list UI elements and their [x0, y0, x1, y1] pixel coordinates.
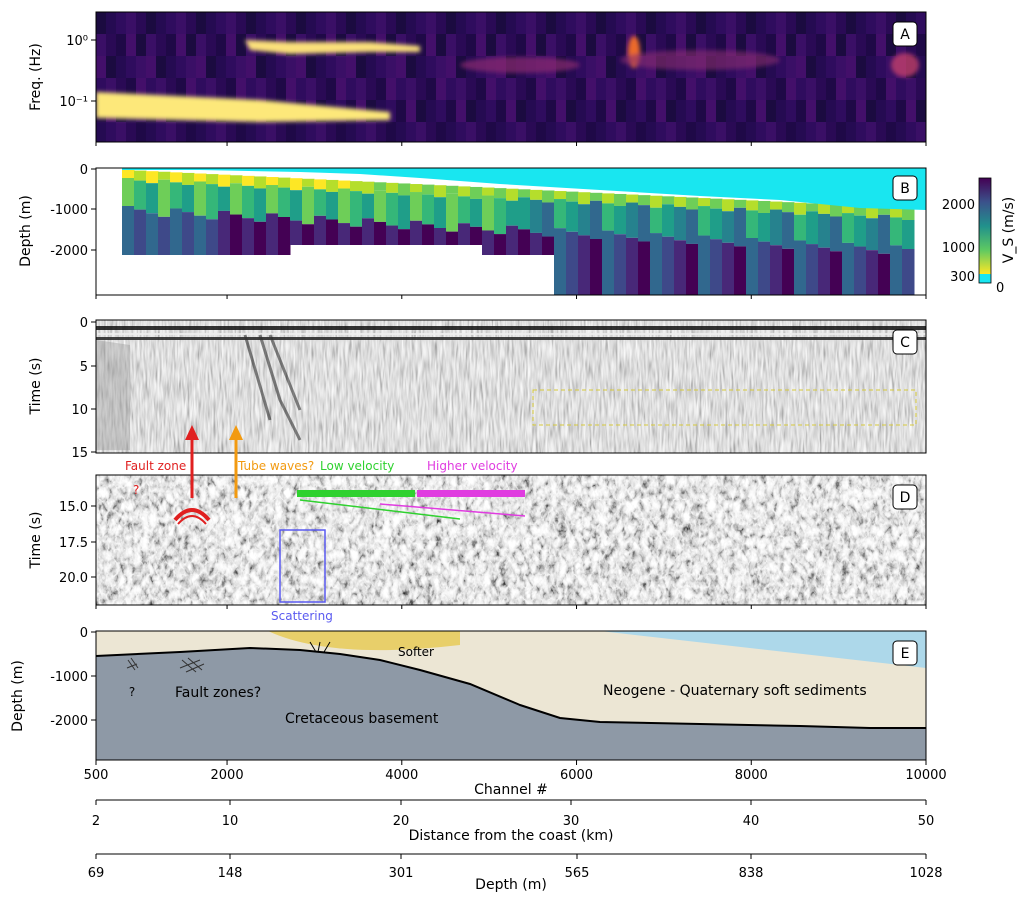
panel-b-ytick-label-2: -2000 [50, 244, 88, 259]
panel-e-ytick-label-1: -1000 [50, 670, 88, 685]
distance-tick-label-2: 20 [393, 814, 410, 829]
colorbar-tick-1000: 1000 [942, 241, 975, 256]
panel-c-letter: C [900, 335, 910, 351]
panel-b-heatmap [96, 168, 926, 295]
basement-contact [96, 646, 926, 729]
panel-a: A Freq. (Hz) 10⁰ 10⁻¹ [28, 11, 927, 146]
depth-axis: 69 148 301 565 838 1028 [88, 854, 943, 881]
panel-b-water-layer [122, 168, 926, 210]
panel-d: D Time (s) 15.0 17.5 20.0 [28, 474, 927, 609]
distance-tick-label-1: 10 [222, 814, 239, 829]
panel-e-ylabel: Depth (m) [10, 660, 26, 732]
depth-tick-label-1: 148 [218, 866, 243, 881]
channel-tick-label-5: 10000 [905, 768, 946, 783]
colorbar-tick-300: 300 [950, 270, 975, 285]
softer-label: Softer [398, 645, 434, 659]
panel-c-ytick-label-3: 15 [71, 446, 88, 461]
panel-a-letter: A [900, 27, 910, 43]
distance-axis-label: Distance from the coast (km) [409, 828, 614, 844]
low-velocity-bar [297, 490, 415, 497]
higher-velocity-bar [417, 490, 525, 497]
channel-tick-label-3: 6000 [560, 768, 593, 783]
cretaceous-label: Cretaceous basement [285, 711, 439, 727]
channel-axis-label: Channel # [474, 782, 548, 798]
panel-d-ytick-label-2: 20.0 [59, 571, 88, 586]
distance-tick-label-3: 30 [563, 814, 580, 829]
depth-tick-label-2: 301 [389, 866, 414, 881]
fault-zone-arc [173, 508, 211, 522]
scattering-box [279, 529, 326, 603]
panel-b-letter: B [900, 181, 910, 197]
panel-e-ytick-label-0: 0 [80, 626, 88, 641]
panel-a-ylabel: Freq. (Hz) [28, 43, 44, 111]
higher-velocity-label: Higher velocity [427, 459, 518, 473]
neogene-label: Neogene - Quaternary soft sediments [603, 683, 867, 699]
channel-tick-label-2: 4000 [385, 768, 418, 783]
panel-a-xticks [95, 142, 927, 146]
panel-b-letter-box [892, 175, 918, 201]
distance-axis: 2 10 20 30 40 50 [92, 800, 934, 829]
panel-b: B Depth (m) 0 -1000 -2000 2000 1000 300 … [18, 163, 1017, 299]
panel-a-ytick-label-0: 10⁰ [66, 34, 88, 49]
arrows [185, 425, 243, 498]
fault-zones-label: Fault zones? [175, 685, 261, 701]
depth-tick-label-4: 838 [739, 866, 764, 881]
channel-tick-label-0: 500 [84, 768, 109, 783]
higher-velocity-line [379, 503, 526, 517]
panel-c-selection-box [532, 389, 917, 426]
colorbar-tick-0: 0 [996, 281, 1004, 296]
channel-tick-label-1: 2000 [211, 768, 244, 783]
panel-c-ytick-label-1: 5 [80, 360, 88, 375]
panel-b-xticks [95, 295, 927, 299]
fault-zone-arrow [185, 425, 199, 440]
panel-d-ylabel: Time (s) [28, 512, 44, 570]
panel-c-ytick-label-0: 0 [80, 316, 88, 331]
colorbar-tick-2000: 2000 [942, 198, 975, 213]
channel-tick-label-4: 8000 [735, 768, 768, 783]
depth-axis-label: Depth (m) [475, 877, 547, 893]
softer-zone [268, 631, 460, 651]
distance-tick-label-5: 50 [918, 814, 935, 829]
panel-c-ytick-label-2: 10 [71, 403, 88, 418]
panel-a-ytick-label-1: 10⁻¹ [59, 95, 88, 110]
panel-d-ytick-label-1: 17.5 [59, 536, 88, 551]
panel-c-ylabel: Time (s) [28, 358, 44, 416]
low-velocity-line [299, 499, 461, 520]
low-velocity-label: Low velocity [320, 459, 394, 473]
fault-zone-question: ? [133, 483, 139, 497]
fault-zone-label: Fault zone [125, 459, 186, 473]
depth-tick-label-3: 565 [565, 866, 590, 881]
basement-layer [96, 648, 926, 760]
fault-marks-2 [179, 657, 205, 673]
panel-e: E Softer ? Fault zones? Cretaceous basem… [10, 626, 927, 761]
panel-b-ytick-label-0: 0 [80, 163, 88, 178]
colorbar-label: V_S (m/s) [1001, 197, 1017, 264]
unknown-fault-label: ? [129, 685, 135, 699]
panel-a-letter-box [892, 21, 918, 47]
panel-e-letter: E [901, 646, 910, 662]
panel-d-letter: D [900, 490, 911, 506]
panel-d-ytick-label-0: 15.0 [59, 500, 88, 515]
fault-marks-1 [126, 657, 139, 671]
tube-waves-label: Tube waves? [237, 459, 314, 473]
panel-b-ylabel: Depth (m) [18, 195, 34, 267]
distance-tick-label-4: 40 [743, 814, 760, 829]
panel-c: C Time (s) 0 5 10 15 [28, 316, 927, 461]
panel-b-ytick-label-1: -1000 [50, 203, 88, 218]
depth-tick-label-0: 69 [88, 866, 105, 881]
tube-waves-arrow [229, 425, 243, 440]
vs-colorbar: 2000 1000 300 0 V_S (m/s) [942, 177, 1017, 296]
scattering-label: Scattering [271, 609, 333, 623]
depth-tick-label-5: 1028 [909, 866, 942, 881]
panel-e-ytick-label-2: -2000 [50, 714, 88, 729]
distance-tick-label-0: 2 [92, 814, 100, 829]
panel-a-heatmap [96, 12, 926, 142]
channel-axis: 500 2000 4000 6000 8000 10000 [84, 760, 947, 783]
